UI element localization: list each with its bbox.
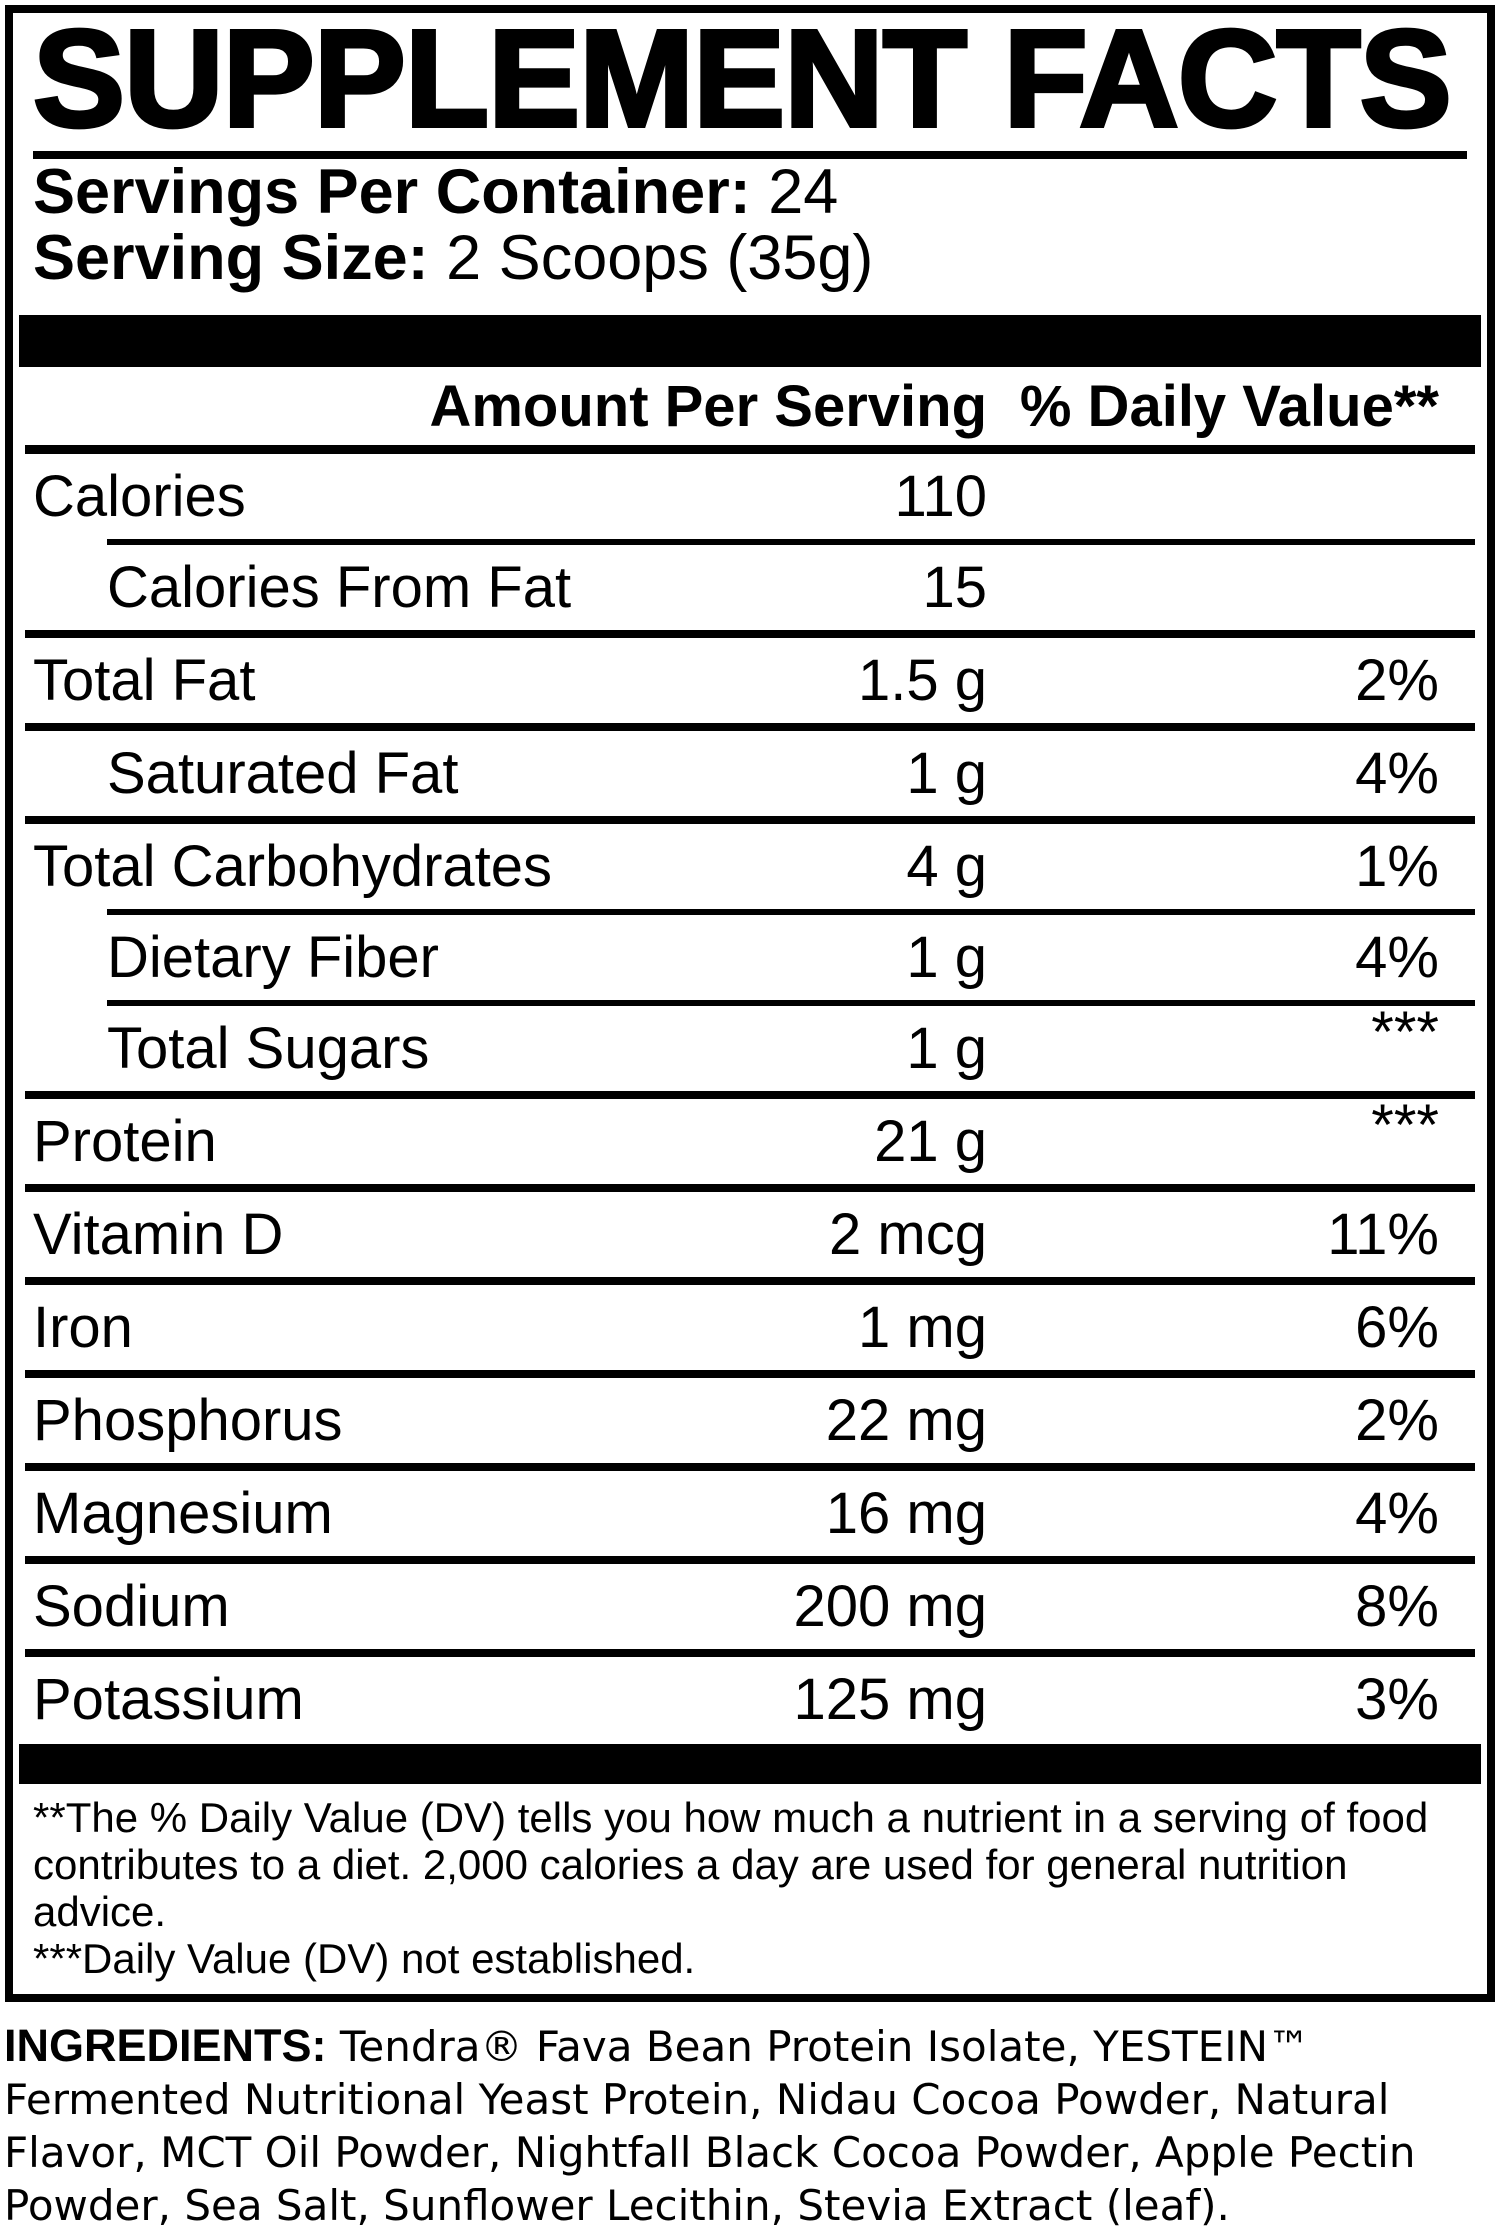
nutrient-name: Total Carbohydrates xyxy=(33,834,553,899)
facts-table: Calories 110 Calories From Fat 15 Total Fat 1… xyxy=(25,445,1475,1742)
row-separator xyxy=(25,1556,1475,1564)
nutrient-daily-value: 2% xyxy=(1355,648,1439,713)
servings-per-container-value: 24 xyxy=(750,157,839,227)
nutrient-name: Magnesium xyxy=(33,1481,333,1546)
table-row: Total Sugars 1 g *** xyxy=(33,1000,1467,1091)
table-row: Calories 110 xyxy=(33,454,1467,539)
nutrient-daily-value: 6% xyxy=(1355,1295,1439,1360)
nutrient-daily-value: *** xyxy=(1371,1093,1439,1158)
nutrient-amount: 21 g xyxy=(874,1109,987,1174)
nutrient-amount: 200 mg xyxy=(793,1574,987,1639)
table-header-row: Amount Per Serving % Daily Value** xyxy=(33,367,1467,445)
nutrient-name: Phosphorus xyxy=(33,1388,343,1453)
divider-bar-top xyxy=(19,315,1481,367)
amount-per-serving-header: Amount Per Serving xyxy=(429,373,987,439)
nutrient-amount: 22 mg xyxy=(825,1388,987,1453)
nutrient-amount: 125 mg xyxy=(793,1667,987,1732)
nutrient-name: Vitamin D xyxy=(33,1202,284,1267)
panel-title: SUPPLEMENT FACTS xyxy=(31,8,1467,159)
row-separator xyxy=(25,1091,1475,1099)
nutrient-name: Dietary Fiber xyxy=(107,925,439,990)
nutrient-amount: 15 xyxy=(922,555,987,620)
row-separator xyxy=(107,539,1475,545)
nutrient-name: Total Sugars xyxy=(107,1016,430,1081)
table-row: Potassium 125 mg 3% xyxy=(33,1657,1467,1742)
nutrient-daily-value: 4% xyxy=(1355,741,1439,806)
nutrient-daily-value: 4% xyxy=(1355,1481,1439,1546)
nutrient-name: Saturated Fat xyxy=(107,741,459,806)
table-row: Calories From Fat 15 xyxy=(33,545,1467,630)
nutrient-name: Total Fat xyxy=(33,648,256,713)
row-separator xyxy=(25,445,1475,454)
nutrient-amount: 1 g xyxy=(906,1016,987,1081)
row-separator xyxy=(25,1649,1475,1657)
nutrient-daily-value: 8% xyxy=(1355,1574,1439,1639)
ingredients-label: INGREDIENTS: xyxy=(4,2020,327,2071)
servings-per-container-label: Servings Per Container: xyxy=(33,157,751,227)
nutrient-amount: 1 mg xyxy=(858,1295,987,1360)
daily-value-header: % Daily Value** xyxy=(1019,373,1439,439)
table-row: Iron 1 mg 6% xyxy=(33,1285,1467,1370)
nutrient-daily-value: 3% xyxy=(1355,1667,1439,1732)
nutrient-daily-value: 1% xyxy=(1355,834,1439,899)
ingredients-text: Tendra® Fava Bean Protein Isolate, YESTE… xyxy=(4,2022,1416,2230)
nutrient-amount: 1 g xyxy=(906,925,987,990)
daily-value-footnote: **The % Daily Value (DV) tells you how m… xyxy=(33,1794,1429,1935)
serving-size-label: Serving Size: xyxy=(33,223,429,293)
nutrient-amount: 1 g xyxy=(906,741,987,806)
table-row: Total Fat 1.5 g 2% xyxy=(33,638,1467,723)
nutrient-daily-value: 2% xyxy=(1355,1388,1439,1453)
nutrient-name: Calories From Fat xyxy=(107,555,572,620)
row-separator xyxy=(25,816,1475,824)
row-separator xyxy=(25,1184,1475,1192)
supplement-facts-panel: SUPPLEMENT FACTS Servings Per Container:… xyxy=(5,5,1495,2002)
ingredients-paragraph: INGREDIENTS: Tendra® Fava Bean Protein I… xyxy=(4,2019,1496,2232)
table-row: Protein 21 g *** xyxy=(33,1093,1467,1184)
servings-per-container: Servings Per Container: 24 xyxy=(33,159,1467,225)
nutrient-name: Protein xyxy=(33,1109,217,1174)
nutrient-daily-value: 11% xyxy=(1327,1202,1439,1267)
serving-size: Serving Size: 2 Scoops (35g) xyxy=(33,225,1467,291)
table-row: Dietary Fiber 1 g 4% xyxy=(33,915,1467,1000)
row-separator xyxy=(25,1463,1475,1471)
nutrient-amount: 4 g xyxy=(906,834,987,899)
table-row: Vitamin D 2 mcg 11% xyxy=(33,1192,1467,1277)
nutrient-name: Potassium xyxy=(33,1667,304,1732)
nutrient-amount: 2 mcg xyxy=(829,1202,987,1267)
footnotes: **The % Daily Value (DV) tells you how m… xyxy=(33,1784,1467,1994)
nutrient-amount: 1.5 g xyxy=(858,648,987,713)
nutrient-name: Sodium xyxy=(33,1574,230,1639)
row-separator xyxy=(25,630,1475,638)
table-row: Magnesium 16 mg 4% xyxy=(33,1471,1467,1556)
row-separator xyxy=(107,1000,1475,1006)
row-separator xyxy=(25,1277,1475,1285)
table-row: Phosphorus 22 mg 2% xyxy=(33,1378,1467,1463)
row-separator xyxy=(107,909,1475,915)
table-row: Total Carbohydrates 4 g 1% xyxy=(33,824,1467,909)
row-separator xyxy=(25,723,1475,731)
table-row: Sodium 200 mg 8% xyxy=(33,1564,1467,1649)
row-separator xyxy=(25,1370,1475,1378)
serving-size-value: 2 Scoops (35g) xyxy=(428,223,874,293)
nutrient-daily-value: 4% xyxy=(1355,925,1439,990)
nutrient-name: Iron xyxy=(33,1295,133,1360)
nutrient-amount: 16 mg xyxy=(825,1481,987,1546)
nutrient-amount: 110 xyxy=(894,464,987,529)
table-row: Saturated Fat 1 g 4% xyxy=(33,731,1467,816)
nutrient-name: Calories xyxy=(33,464,246,529)
divider-bar-bottom xyxy=(19,1744,1481,1784)
not-established-footnote: ***Daily Value (DV) not established. xyxy=(33,1935,696,1982)
nutrient-daily-value: *** xyxy=(1371,1000,1439,1065)
